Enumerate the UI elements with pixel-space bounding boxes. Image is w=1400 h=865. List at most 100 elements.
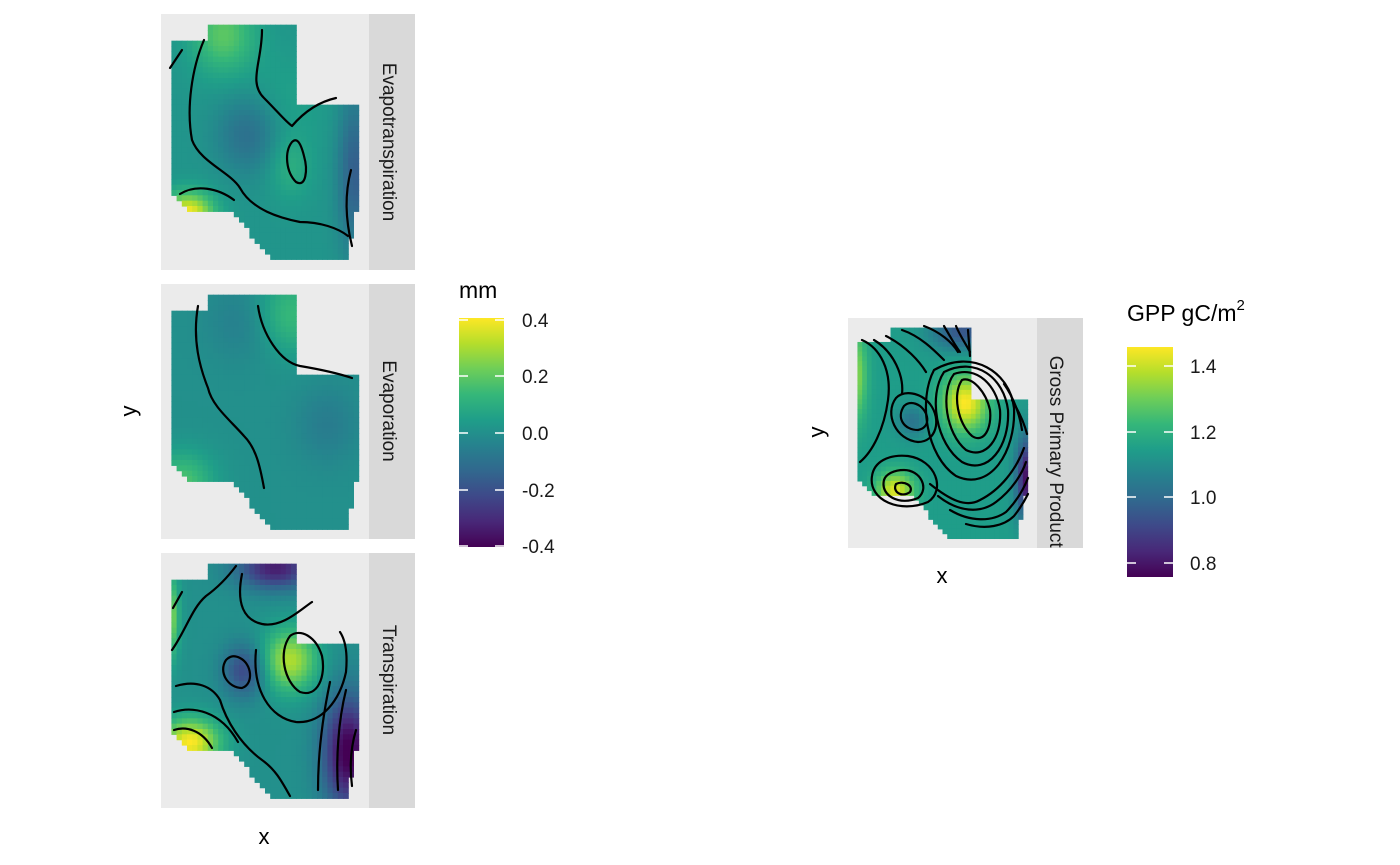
heatmap-tile bbox=[956, 480, 962, 487]
heatmap-tile bbox=[223, 158, 230, 164]
heatmap-tile bbox=[265, 766, 271, 773]
heatmap-tile bbox=[223, 358, 230, 365]
heatmap-tile bbox=[285, 761, 292, 767]
heatmap-tile bbox=[228, 476, 235, 482]
heatmap-tile bbox=[937, 514, 944, 520]
heatmap-tile bbox=[353, 654, 360, 661]
heatmap-tile bbox=[317, 513, 323, 520]
heatmap-tile bbox=[923, 485, 929, 492]
heatmap-tile bbox=[265, 390, 271, 397]
heatmap-tile bbox=[285, 206, 292, 212]
heatmap-tile bbox=[291, 627, 297, 634]
heatmap-tile bbox=[280, 40, 287, 47]
heatmap-tile bbox=[259, 200, 266, 207]
heatmap-tile bbox=[332, 502, 339, 509]
heatmap-tile bbox=[966, 528, 972, 535]
heatmap-tile bbox=[353, 697, 360, 703]
heatmap-tile bbox=[218, 654, 224, 661]
heatmap-tile bbox=[187, 369, 193, 376]
heatmap-tile bbox=[275, 190, 282, 196]
heatmap-tile bbox=[327, 524, 334, 530]
heatmap-tile bbox=[265, 24, 271, 31]
heatmap-tile bbox=[937, 461, 944, 468]
heatmap-tile bbox=[337, 104, 344, 111]
heatmap-tile bbox=[244, 750, 250, 757]
heatmap-tile bbox=[337, 190, 344, 196]
heatmap-tile bbox=[249, 670, 256, 677]
heatmap-tile bbox=[332, 444, 339, 450]
heatmap-tile bbox=[244, 633, 250, 639]
heatmap-tile bbox=[937, 490, 944, 496]
heatmap-tile bbox=[327, 136, 334, 143]
heatmap-tile bbox=[909, 370, 915, 377]
heatmap-tile bbox=[181, 120, 188, 127]
heatmap-tile bbox=[999, 500, 1005, 506]
heatmap-tile bbox=[280, 147, 287, 154]
heatmap-tile bbox=[285, 681, 292, 687]
heatmap-tile bbox=[244, 51, 250, 58]
heatmap-tile bbox=[249, 433, 256, 440]
heatmap-tile bbox=[275, 750, 282, 757]
heatmap-tile bbox=[985, 452, 991, 458]
heatmap-tile bbox=[337, 691, 344, 698]
heatmap-tile bbox=[176, 428, 183, 434]
heatmap-tile bbox=[1018, 461, 1024, 468]
heatmap-tile bbox=[254, 35, 261, 42]
heatmap-tile bbox=[197, 168, 204, 175]
heatmap-tile bbox=[301, 513, 308, 520]
heatmap-tile bbox=[291, 569, 297, 575]
heatmap-tile bbox=[291, 476, 297, 482]
heatmap-tile bbox=[285, 734, 292, 741]
heatmap-tile bbox=[966, 509, 972, 516]
heatmap-tile bbox=[966, 524, 972, 530]
heatmap-tile bbox=[192, 412, 198, 418]
heatmap-tile bbox=[353, 659, 360, 666]
heatmap-tile bbox=[176, 163, 183, 170]
heatmap-tile bbox=[207, 168, 214, 175]
heatmap-tile bbox=[306, 222, 313, 228]
heatmap-tile bbox=[285, 232, 292, 239]
heatmap-tile bbox=[951, 346, 958, 353]
heatmap-tile bbox=[249, 585, 256, 591]
contour-line bbox=[336, 688, 348, 792]
heatmap-tile bbox=[975, 533, 981, 540]
heatmap-tile bbox=[171, 633, 178, 639]
heatmap-tile bbox=[249, 353, 256, 360]
heatmap-tile bbox=[285, 142, 292, 148]
heatmap-tile bbox=[322, 110, 328, 116]
heatmap-tile bbox=[249, 337, 256, 344]
heatmap-tile bbox=[914, 480, 920, 487]
heatmap-tile bbox=[254, 622, 261, 629]
heatmap-tile bbox=[176, 147, 183, 154]
heatmap-tile bbox=[207, 569, 214, 575]
heatmap-tile bbox=[285, 654, 292, 661]
heatmap-tile bbox=[223, 385, 230, 392]
heatmap-tile bbox=[296, 734, 302, 741]
heatmap-tile bbox=[280, 131, 287, 138]
heatmap-tile bbox=[980, 413, 986, 420]
heatmap-tile bbox=[233, 686, 240, 693]
heatmap-tile bbox=[317, 787, 323, 794]
heatmap-tile bbox=[296, 739, 302, 746]
heatmap-tile bbox=[280, 216, 287, 223]
heatmap-tile bbox=[322, 470, 328, 477]
heatmap-tile bbox=[223, 120, 230, 127]
heatmap-tile bbox=[249, 142, 256, 148]
heatmap-tile bbox=[187, 643, 193, 650]
heatmap-tile bbox=[254, 569, 261, 575]
heatmap-tile bbox=[259, 508, 266, 514]
heatmap-tile bbox=[904, 413, 911, 420]
heatmap-tile bbox=[270, 179, 276, 186]
heatmap-tile bbox=[296, 412, 302, 418]
heatmap-tile bbox=[239, 305, 245, 312]
heatmap-tile bbox=[197, 579, 204, 586]
heatmap-tile bbox=[213, 396, 219, 402]
heatmap-tile bbox=[994, 399, 1000, 405]
heatmap-tile bbox=[270, 524, 276, 530]
heatmap-tile bbox=[265, 227, 271, 234]
heatmap-tile bbox=[914, 485, 920, 492]
heatmap-tile bbox=[259, 745, 266, 751]
heatmap-tile bbox=[332, 211, 339, 218]
heatmap-tile bbox=[317, 115, 323, 122]
heatmap-tile bbox=[218, 83, 224, 90]
